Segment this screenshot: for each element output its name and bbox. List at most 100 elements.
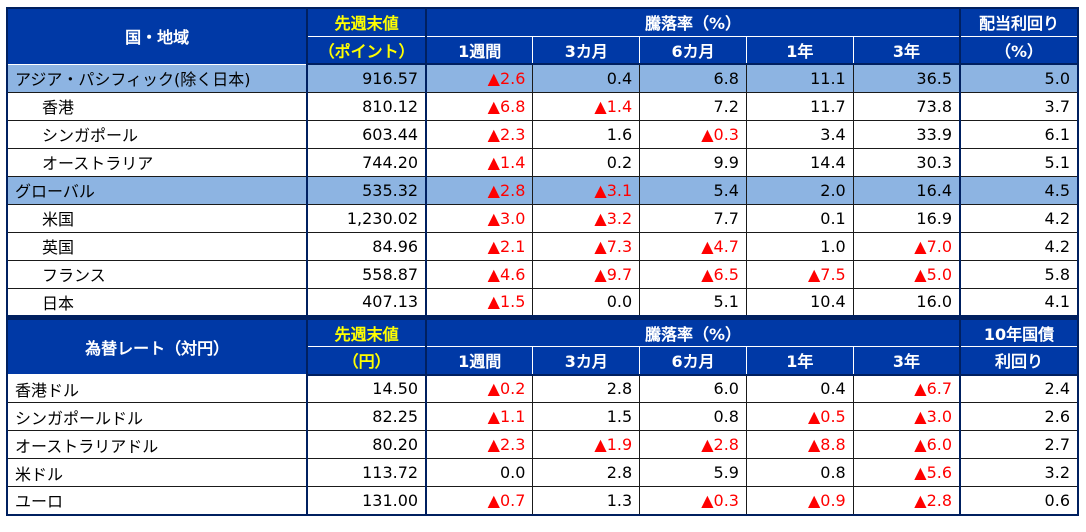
period-header-6m: 6カ月 bbox=[639, 346, 747, 376]
period-header-1w: 1週間 bbox=[425, 35, 534, 65]
change-cell: 0.0 bbox=[425, 458, 534, 487]
table-row: オーストラリア 744.20 ▲1.4 0.2 9.9 14.4 30.3 5.1 bbox=[6, 147, 1079, 177]
change-cell: 9.9 bbox=[639, 147, 747, 177]
value-cell: 535.32 bbox=[306, 175, 428, 205]
change-cell: ▲3.1 bbox=[532, 175, 641, 205]
change-cell: 0.1 bbox=[745, 203, 854, 233]
value-column-header-line1: 先週末値 bbox=[306, 7, 428, 37]
change-cell: 2.8 bbox=[532, 458, 641, 487]
change-cell: 16.4 bbox=[852, 175, 962, 205]
change-cell: 0.8 bbox=[745, 458, 854, 487]
change-cell: 73.8 bbox=[852, 91, 962, 121]
value-cell: 113.72 bbox=[306, 458, 428, 487]
value-cell: 558.87 bbox=[306, 259, 428, 289]
change-cell: 36.5 bbox=[852, 63, 962, 93]
change-cell: 5.1 bbox=[639, 287, 747, 317]
dividend-yield-header-line2: （%） bbox=[959, 35, 1079, 65]
value-cell: 82.25 bbox=[306, 402, 428, 431]
extra-cell: 2.4 bbox=[959, 374, 1079, 403]
row-label: 米国 bbox=[6, 203, 309, 233]
value-column-header-line2: （円） bbox=[306, 346, 428, 376]
change-cell: ▲2.1 bbox=[425, 231, 534, 261]
index-table-header: 国・地域 先週末値 騰落率（%） 配当利回り （ポイント） 1週間 3カ月 6カ… bbox=[6, 7, 1079, 65]
value-cell: 131.00 bbox=[306, 486, 428, 515]
table-row: フランス 558.87 ▲4.6 ▲9.7 ▲6.5 ▲7.5 ▲5.0 5.8 bbox=[6, 259, 1079, 289]
change-cell: 5.4 bbox=[639, 175, 747, 205]
change-cell: ▲2.3 bbox=[425, 119, 534, 149]
change-cell: 14.4 bbox=[745, 147, 854, 177]
table-row: ユーロ 131.00 ▲0.7 1.3 ▲0.3 ▲0.9 ▲2.8 0.6 bbox=[6, 486, 1079, 515]
change-cell: ▲6.0 bbox=[852, 430, 962, 459]
change-cell: ▲0.3 bbox=[639, 119, 747, 149]
change-cell: 7.2 bbox=[639, 91, 747, 121]
header-row-1: 国・地域 先週末値 騰落率（%） 配当利回り bbox=[6, 7, 1079, 65]
table-row: オーストラリアドル 80.20 ▲2.3 ▲1.9 ▲2.8 ▲8.8 ▲6.0 2.7 bbox=[6, 430, 1079, 459]
value-cell: 810.12 bbox=[306, 91, 428, 121]
change-cell: 2.0 bbox=[745, 175, 854, 205]
value-cell: 84.96 bbox=[306, 231, 428, 261]
change-cell: 0.4 bbox=[532, 63, 641, 93]
change-cell: 11.7 bbox=[745, 91, 854, 121]
period-header-3m: 3カ月 bbox=[532, 35, 641, 65]
change-cell: ▲4.6 bbox=[425, 259, 534, 289]
row-label: 英国 bbox=[6, 231, 309, 261]
change-cell: 0.8 bbox=[639, 402, 747, 431]
fx-table-header: 為替レート（対円） 先週末値 騰落率（%） 10年国債 （円） 1週間 3カ月 … bbox=[6, 318, 1079, 376]
bond-yield-header-line1: 10年国債 bbox=[959, 318, 1079, 347]
row-label: シンガポールドル bbox=[6, 402, 309, 431]
extra-cell: 4.2 bbox=[959, 231, 1079, 261]
change-cell: 16.9 bbox=[852, 203, 962, 233]
period-header-3m: 3カ月 bbox=[532, 346, 641, 376]
change-cell: ▲9.7 bbox=[532, 259, 641, 289]
dividend-yield-header-line1: 配当利回り bbox=[959, 7, 1079, 37]
extra-cell: 5.8 bbox=[959, 259, 1079, 289]
change-cell: 30.3 bbox=[852, 147, 962, 177]
change-cell: 33.9 bbox=[852, 119, 962, 149]
value-cell: 407.13 bbox=[306, 287, 428, 317]
value-cell: 916.57 bbox=[306, 63, 428, 93]
value-cell: 14.50 bbox=[306, 374, 428, 403]
change-cell: ▲2.6 bbox=[425, 63, 534, 93]
index-table: 国・地域 先週末値 騰落率（%） 配当利回り （ポイント） 1週間 3カ月 6カ… bbox=[6, 7, 1079, 317]
row-label: 香港ドル bbox=[6, 374, 309, 403]
extra-cell: 4.5 bbox=[959, 175, 1079, 205]
extra-cell: 2.7 bbox=[959, 430, 1079, 459]
header-row-1: 為替レート（対円） 先週末値 騰落率（%） 10年国債 bbox=[6, 318, 1079, 375]
row-label: フランス bbox=[6, 259, 309, 289]
row-label: オーストラリアドル bbox=[6, 430, 309, 459]
change-cell: ▲2.8 bbox=[852, 486, 962, 515]
change-cell: ▲6.7 bbox=[852, 374, 962, 403]
change-cell: ▲1.5 bbox=[425, 287, 534, 317]
value-cell: 80.20 bbox=[306, 430, 428, 459]
table-row: 米国 1,230.02 ▲3.0 ▲3.2 7.7 0.1 16.9 4.2 bbox=[6, 203, 1079, 233]
extra-cell: 5.1 bbox=[959, 147, 1079, 177]
change-cell: ▲5.0 bbox=[852, 259, 962, 289]
change-cell: ▲7.3 bbox=[532, 231, 641, 261]
value-cell: 1,230.02 bbox=[306, 203, 428, 233]
value-cell: 744.20 bbox=[306, 147, 428, 177]
row-label: 日本 bbox=[6, 287, 309, 317]
change-cell: 3.4 bbox=[745, 119, 854, 149]
extra-cell: 4.2 bbox=[959, 203, 1079, 233]
change-cell: ▲0.7 bbox=[425, 486, 534, 515]
change-rate-header: 騰落率（%） bbox=[425, 318, 962, 347]
extra-cell: 4.1 bbox=[959, 287, 1079, 317]
change-cell: ▲1.9 bbox=[532, 430, 641, 459]
row-label: オーストラリア bbox=[6, 147, 309, 177]
change-cell: 0.4 bbox=[745, 374, 854, 403]
table-row: 日本 407.13 ▲1.5 0.0 5.1 10.4 16.0 4.1 bbox=[6, 287, 1079, 317]
row-label: 香港 bbox=[6, 91, 309, 121]
change-cell: 0.0 bbox=[532, 287, 641, 317]
row-label: 米ドル bbox=[6, 458, 309, 487]
period-header-6m: 6カ月 bbox=[639, 35, 747, 65]
value-cell: 603.44 bbox=[306, 119, 428, 149]
header-row-2: （円） 1週間 3カ月 6カ月 1年 3年 利回り bbox=[7, 346, 1079, 376]
change-cell: ▲2.8 bbox=[639, 430, 747, 459]
fx-table-body: 香港ドル 14.50 ▲0.2 2.8 6.0 0.4 ▲6.7 2.4 シンガポールドル 82.… bbox=[6, 374, 1079, 515]
row-label: シンガポール bbox=[6, 119, 309, 149]
table-row: 英国 84.96 ▲2.1 ▲7.3 ▲4.7 1.0 ▲7.0 4.2 bbox=[6, 231, 1079, 261]
header-row-2: （ポイント） 1週間 3カ月 6カ月 1年 3年 （%） bbox=[7, 35, 1079, 65]
period-header-3y: 3年 bbox=[852, 35, 962, 65]
extra-cell: 2.6 bbox=[959, 402, 1079, 431]
